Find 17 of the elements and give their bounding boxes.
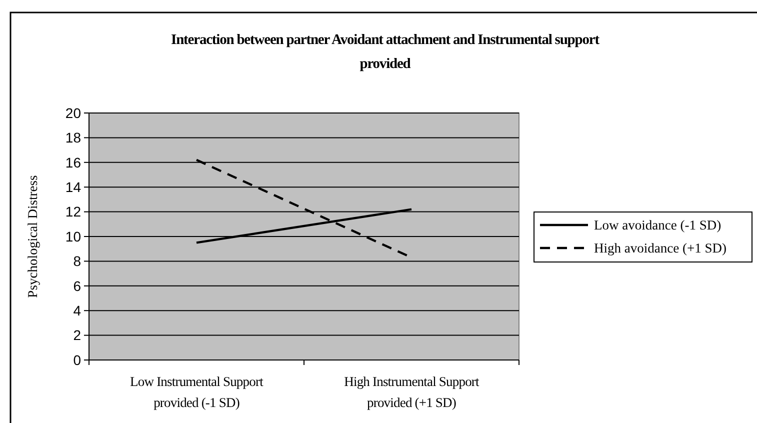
y-tick-label: 16 — [65, 154, 82, 170]
chart-title: Interaction between partner Avoidant attachment and Instrumental support provided — [171, 32, 600, 72]
y-axis-title: Psychological Distress — [25, 175, 40, 298]
x-tick-label: Low Instrumental Support provided (-1 SD) — [130, 374, 264, 410]
legend-label: Low avoidance (-1 SD) — [594, 218, 722, 233]
y-tick-label: 18 — [65, 130, 82, 146]
legend-label: High avoidance (+1 SD) — [594, 240, 726, 256]
y-tick-label: 4 — [73, 302, 82, 318]
y-tick-label: 20 — [65, 104, 82, 121]
y-tick-label: 0 — [73, 352, 82, 368]
y-tick-label: 2 — [73, 327, 82, 344]
y-tick-label: 10 — [65, 228, 82, 244]
y-tick-label: 6 — [73, 278, 82, 294]
y-tick-label: 14 — [65, 179, 82, 195]
y-tick-label: 12 — [65, 204, 82, 220]
y-tick-label: 8 — [73, 253, 82, 270]
x-tick-label: High Instrumental Support provided (+1 SD) — [344, 374, 480, 410]
